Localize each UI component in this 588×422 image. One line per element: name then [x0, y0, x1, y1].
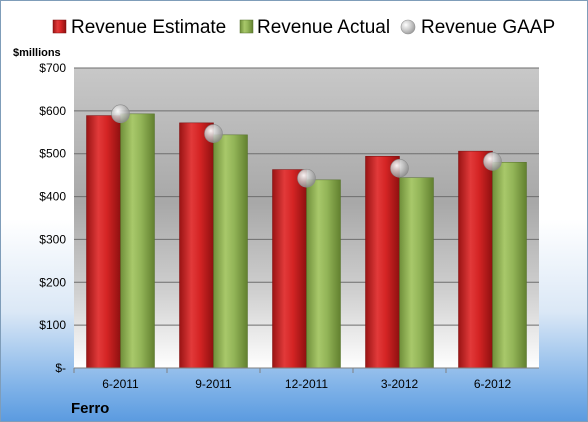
x-axis-ticks: 6-2011 9-2011 12-2011 3-2012 6-2012 — [73, 368, 512, 391]
marker-revenue-gaap — [390, 158, 409, 178]
legend-label-gaap: Revenue GAAP — [421, 17, 555, 38]
marker-revenue-gaap — [111, 104, 130, 124]
legend: Revenue Estimate Revenue Actual Revenue … — [52, 17, 555, 38]
bar-revenue-actual — [213, 134, 248, 369]
y-axis-ticks: $- $100 $200 $300 $400 $500 $600 $700 — [39, 61, 66, 375]
x-tick-label: 6-2012 — [474, 377, 512, 391]
legend-label-estimate: Revenue Estimate — [71, 17, 226, 38]
marker-revenue-gaap — [204, 124, 223, 143]
marker-revenue-gaap — [297, 168, 316, 188]
y-tick-label: $400 — [39, 190, 66, 204]
x-tick-label: 9-2011 — [195, 377, 232, 391]
bar-revenue-estimate — [458, 150, 493, 369]
bar-revenue-estimate — [86, 115, 121, 369]
company-name: Ferro — [71, 400, 109, 417]
x-tick-label: 3-2012 — [381, 377, 419, 391]
marker-revenue-gaap — [483, 152, 502, 171]
y-tick-label: $600 — [39, 104, 66, 118]
y-tick-label: $700 — [39, 61, 66, 75]
legend-label-actual: Revenue Actual — [257, 17, 390, 38]
bar-revenue-actual — [306, 179, 341, 369]
bar-revenue-estimate — [365, 156, 400, 369]
bar-revenue-actual — [120, 113, 155, 369]
bar-revenue-estimate — [272, 169, 307, 369]
legend-marker-gaap — [400, 19, 416, 35]
y-tick-label: $200 — [39, 275, 66, 289]
x-tick-label: 6-2011 — [102, 377, 139, 391]
bar-revenue-actual — [492, 162, 527, 369]
bar-revenue-actual — [399, 177, 434, 369]
legend-swatch-estimate — [52, 19, 67, 34]
legend-swatch-actual — [239, 19, 254, 34]
bar-revenue-estimate — [179, 122, 214, 369]
y-tick-label: $- — [55, 361, 66, 375]
y-tick-label: $500 — [39, 147, 66, 161]
x-tick-label: 12-2011 — [285, 377, 328, 391]
y-axis-unit-label: $millions — [13, 47, 61, 59]
gaap-markers — [111, 104, 502, 188]
y-tick-label: $300 — [39, 232, 66, 246]
y-tick-label: $100 — [39, 318, 66, 332]
